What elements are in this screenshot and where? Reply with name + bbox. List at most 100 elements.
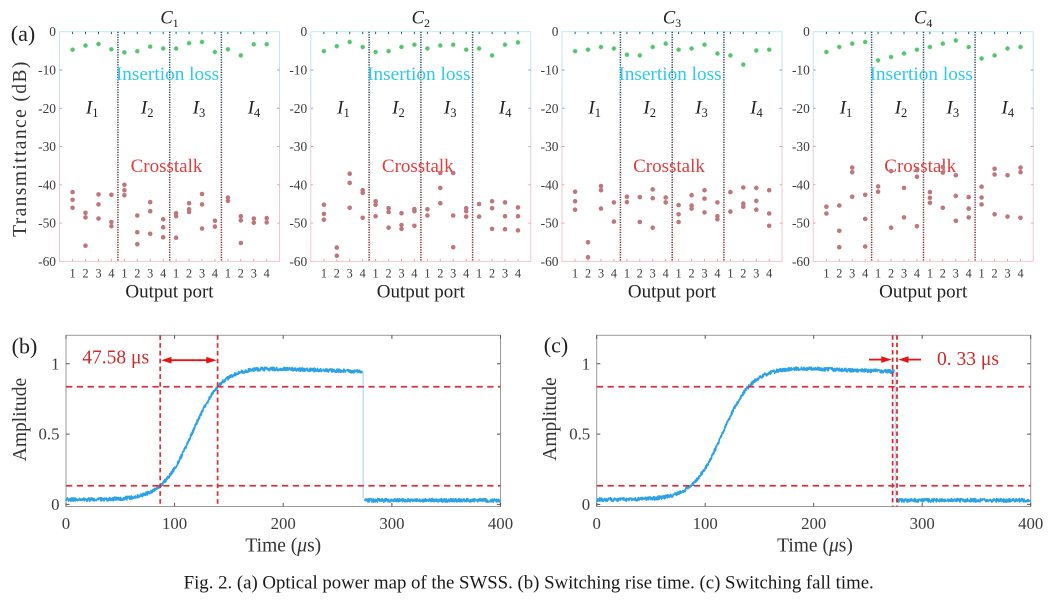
svg-text:3: 3: [598, 267, 604, 281]
svg-text:3: 3: [849, 267, 855, 281]
svg-text:4: 4: [663, 267, 669, 281]
svg-text:-50: -50: [792, 216, 810, 231]
svg-text:-30: -30: [38, 139, 56, 154]
svg-text:3: 3: [398, 267, 404, 281]
svg-text:3: 3: [95, 267, 101, 281]
svg-text:4: 4: [264, 267, 270, 281]
svg-text:4: 4: [862, 267, 868, 281]
svg-text:-20: -20: [541, 101, 559, 116]
svg-text:0: 0: [593, 514, 601, 533]
svg-text:4: 4: [463, 267, 469, 281]
svg-text:4: 4: [108, 267, 114, 281]
svg-text:2: 2: [740, 267, 746, 281]
svg-text:200: 200: [271, 514, 296, 533]
svg-text:-60: -60: [289, 254, 307, 269]
svg-text:0: 0: [49, 24, 56, 39]
svg-text:Crosstalk: Crosstalk: [633, 156, 705, 177]
svg-text:3: 3: [450, 267, 456, 281]
svg-text:-40: -40: [38, 177, 56, 192]
svg-text:-10: -10: [38, 63, 56, 78]
svg-text:Output port: Output port: [125, 282, 214, 303]
svg-text:-50: -50: [541, 216, 559, 231]
svg-text:300: 300: [910, 514, 935, 533]
svg-text:4: 4: [714, 267, 720, 281]
svg-text:2: 2: [186, 267, 192, 281]
svg-text:-10: -10: [792, 63, 810, 78]
svg-text:2: 2: [940, 267, 946, 281]
svg-text:4: 4: [914, 267, 920, 281]
svg-text:0.5: 0.5: [39, 425, 60, 444]
svg-text:1: 1: [572, 267, 578, 281]
svg-text:(a): (a): [11, 21, 35, 46]
svg-text:2: 2: [585, 267, 591, 281]
svg-text:Transmittance (dB): Transmittance (dB): [10, 60, 31, 237]
svg-text:Time (μs): Time (μs): [777, 536, 853, 557]
svg-text:3: 3: [701, 267, 707, 281]
svg-text:Output port: Output port: [377, 282, 466, 303]
svg-text:1: 1: [173, 267, 179, 281]
svg-text:2: 2: [437, 267, 443, 281]
svg-text:4: 4: [360, 267, 366, 281]
svg-text:Time (μs): Time (μs): [245, 536, 321, 557]
svg-text:200: 200: [801, 514, 826, 533]
svg-text:-60: -60: [38, 254, 56, 269]
svg-text:4: 4: [212, 267, 218, 281]
svg-text:0: 0: [582, 495, 590, 514]
svg-text:1: 1: [51, 354, 59, 373]
svg-text:-30: -30: [289, 139, 307, 154]
svg-text:-30: -30: [541, 139, 559, 154]
svg-text:(b): (b): [12, 333, 38, 358]
svg-text:-10: -10: [541, 63, 559, 78]
svg-text:Amplitude: Amplitude: [10, 378, 31, 461]
svg-text:2: 2: [238, 267, 244, 281]
svg-text:-40: -40: [289, 177, 307, 192]
svg-text:1: 1: [70, 267, 76, 281]
svg-text:Insertion loss: Insertion loss: [367, 64, 470, 85]
svg-text:2: 2: [82, 267, 88, 281]
svg-text:400: 400: [1018, 514, 1043, 533]
svg-text:(c): (c): [544, 332, 568, 357]
svg-text:300: 300: [379, 514, 404, 533]
svg-text:1: 1: [727, 267, 733, 281]
svg-text:2: 2: [637, 267, 643, 281]
svg-text:1: 1: [225, 267, 231, 281]
svg-text:1: 1: [823, 267, 829, 281]
svg-text:-60: -60: [541, 254, 559, 269]
svg-text:3: 3: [1004, 267, 1010, 281]
svg-text:2: 2: [836, 267, 842, 281]
svg-text:100: 100: [693, 514, 718, 533]
svg-text:4: 4: [966, 267, 972, 281]
svg-text:4: 4: [411, 267, 417, 281]
svg-text:Crosstalk: Crosstalk: [131, 156, 203, 177]
svg-text:-40: -40: [541, 177, 559, 192]
svg-text:3: 3: [753, 267, 759, 281]
svg-text:-20: -20: [792, 101, 810, 116]
svg-text:-50: -50: [38, 216, 56, 231]
svg-text:-20: -20: [38, 101, 56, 116]
svg-text:3: 3: [199, 267, 205, 281]
svg-text:0. 33 μs: 0. 33 μs: [937, 349, 999, 370]
svg-text:2: 2: [386, 267, 392, 281]
svg-text:Amplitude: Amplitude: [540, 377, 561, 460]
svg-text:47.58 μs: 47.58 μs: [82, 348, 149, 369]
svg-text:-50: -50: [289, 216, 307, 231]
svg-text:Output port: Output port: [628, 282, 717, 303]
svg-text:3: 3: [953, 267, 959, 281]
svg-text:Insertion loss: Insertion loss: [618, 64, 721, 85]
svg-text:3: 3: [502, 267, 508, 281]
svg-text:2: 2: [489, 267, 495, 281]
svg-text:1: 1: [476, 267, 482, 281]
svg-text:-40: -40: [792, 177, 810, 192]
svg-text:1: 1: [676, 267, 682, 281]
svg-text:3: 3: [251, 267, 257, 281]
svg-text:1: 1: [927, 267, 933, 281]
svg-text:-30: -30: [792, 139, 810, 154]
svg-text:Output port: Output port: [879, 282, 968, 303]
svg-text:4: 4: [766, 267, 772, 281]
svg-text:2: 2: [334, 267, 340, 281]
svg-text:3: 3: [650, 267, 656, 281]
svg-text:0.5: 0.5: [569, 425, 590, 444]
svg-text:Insertion loss: Insertion loss: [116, 64, 219, 85]
svg-text:0: 0: [552, 24, 559, 39]
svg-text:2: 2: [134, 267, 140, 281]
